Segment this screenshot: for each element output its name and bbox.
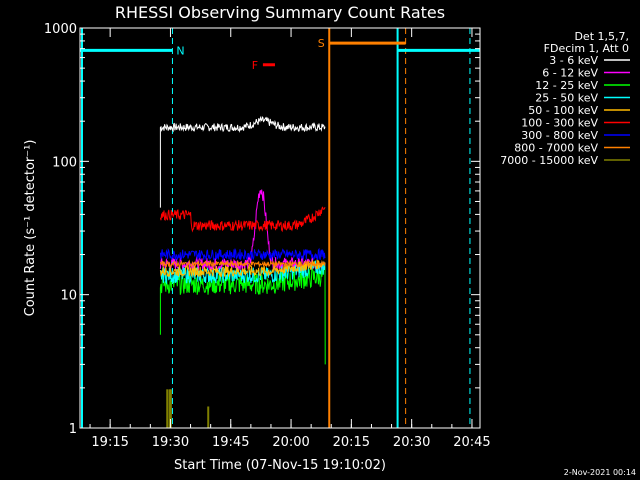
series-line	[159, 265, 326, 365]
chart-title: RHESSI Observing Summary Count Rates	[115, 3, 445, 22]
flag-label: N	[176, 44, 184, 57]
legend-entry-label: 25 - 50 keV	[535, 92, 598, 105]
legend-entry-label: 7000 - 15000 keV	[500, 154, 598, 167]
y-axis-label: Count Rate (s⁻¹ detector⁻¹)	[23, 140, 38, 317]
flag-label: S	[318, 37, 325, 50]
axes: 19:15 19:30 19:45 20:00 20:15 20:30 20:45 1 10 10…	[44, 22, 491, 450]
legend-entry-label: 100 - 300 keV	[521, 117, 598, 130]
plot-area: N F S	[80, 28, 480, 428]
y-tick-label: 100	[52, 155, 77, 170]
legend-entry-label: 12 - 25 keV	[535, 79, 598, 92]
x-tick-label: 19:45	[212, 435, 249, 450]
legend-entry-label: 3 - 6 keV	[549, 54, 598, 67]
x-tick-label: 20:30	[393, 435, 430, 450]
series-line	[159, 115, 326, 208]
x-tick-label: 19:30	[152, 435, 189, 450]
series-line	[160, 260, 326, 285]
x-tick-label: 20:00	[272, 435, 309, 450]
legend-header-decimation: FDecim 1, Att 0	[544, 42, 629, 55]
legend-entry-label: 300 - 800 keV	[521, 129, 598, 142]
plot-frame	[79, 27, 481, 429]
x-tick-label: 20:45	[453, 435, 490, 450]
series-line	[159, 247, 326, 262]
flag-label: F	[252, 59, 258, 72]
legend-header-detectors: Det 1,5,7,	[574, 30, 629, 43]
x-tick-label: 19:15	[91, 435, 128, 450]
x-tick-label: 20:15	[333, 435, 370, 450]
y-tick-label: 1	[69, 422, 77, 437]
series-line	[159, 259, 326, 269]
footer-date: 2-Nov-2021 00:14	[564, 468, 636, 477]
legend-entry-label: 50 - 100 keV	[528, 104, 598, 117]
x-axis-label: Start Time (07-Nov-15 19:10:02)	[174, 458, 386, 473]
series-line	[159, 206, 326, 233]
y-tick-label: 1000	[44, 22, 77, 37]
legend-entry-label: 6 - 12 keV	[542, 67, 598, 80]
y-tick-label: 10	[60, 289, 77, 304]
legend-entry-label: 800 - 7000 keV	[514, 142, 598, 155]
series-line	[159, 258, 326, 278]
